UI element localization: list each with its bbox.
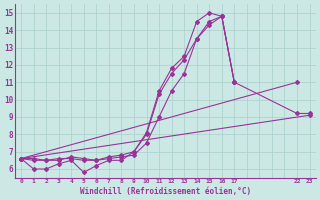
X-axis label: Windchill (Refroidissement éolien,°C): Windchill (Refroidissement éolien,°C) [80, 187, 251, 196]
